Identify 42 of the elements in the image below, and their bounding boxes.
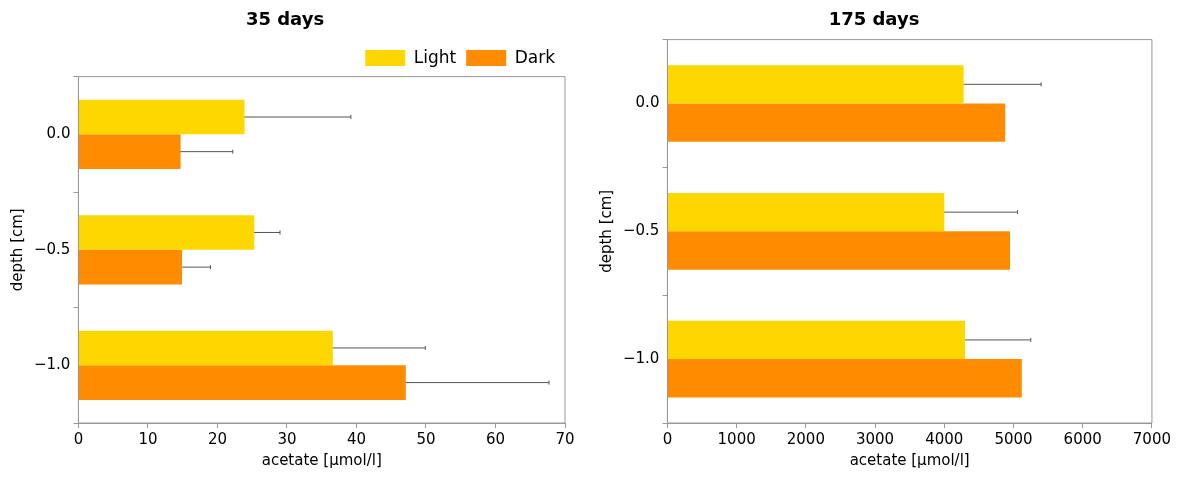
legend-label: Light <box>413 46 457 67</box>
bar <box>667 320 966 360</box>
legend-label: Dark <box>514 46 556 67</box>
x-tick-label: 60 <box>485 429 506 448</box>
x-tick-label: 1000 <box>717 429 756 448</box>
y-tick-label: −0.5 <box>33 239 71 258</box>
x-tick-label: 20 <box>207 429 227 448</box>
bar <box>78 215 255 250</box>
bar <box>78 249 182 285</box>
x-tick-label: 4000 <box>925 429 964 448</box>
x-axis-title: acetate [µmol/l] <box>261 450 382 469</box>
y-tick-label: −0.5 <box>622 221 660 240</box>
bar <box>667 65 964 104</box>
y-tick-label: −1.0 <box>622 348 660 367</box>
bar <box>667 231 1011 270</box>
chart-title: 35 days <box>245 8 325 30</box>
bar <box>667 103 1006 142</box>
y-tick-label: 0.0 <box>635 93 660 112</box>
chart-title: 175 days <box>828 8 920 30</box>
x-tick-label: 50 <box>416 429 436 448</box>
x-tick-label: 2000 <box>786 429 825 448</box>
x-tick-label: 40 <box>346 429 367 448</box>
x-tick-label: 6000 <box>1063 429 1102 448</box>
y-tick-label: 0.0 <box>46 124 71 143</box>
x-axis-title: acetate [µmol/l] <box>849 450 970 469</box>
y-tick-label: −1.0 <box>33 355 71 374</box>
x-tick-label: 30 <box>277 429 297 448</box>
x-tick-label: 0 <box>662 429 673 448</box>
bar <box>667 359 1022 398</box>
bar <box>78 330 333 366</box>
x-tick-label: 7000 <box>1132 429 1172 448</box>
bar <box>78 365 406 400</box>
x-tick-label: 5000 <box>994 429 1033 448</box>
x-tick-label: 10 <box>138 429 158 448</box>
x-tick-label: 3000 <box>855 429 895 448</box>
y-axis-title: depth [cm] <box>7 208 26 292</box>
y-axis-title: depth [cm] <box>596 189 615 273</box>
x-tick-label: 0 <box>73 429 84 448</box>
bar <box>78 134 181 169</box>
bar <box>78 99 245 135</box>
bar <box>667 192 945 232</box>
x-tick-label: 70 <box>555 429 575 448</box>
